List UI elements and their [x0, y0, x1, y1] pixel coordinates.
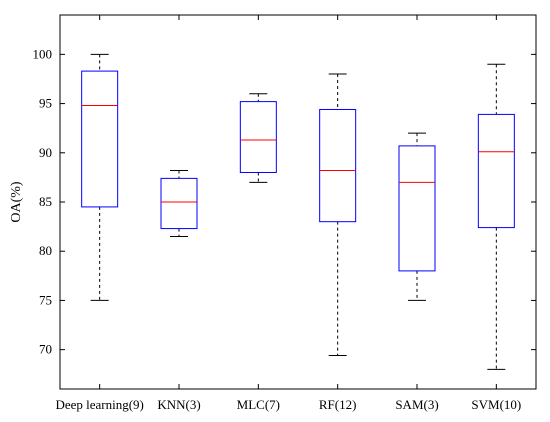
- x-tick-label: RF(12): [319, 397, 357, 412]
- x-axis: Deep learning(9) KNN(3) MLC(7) RF(12) SAM(3)…: [55, 15, 521, 412]
- x-tick-label: Deep learning(9): [55, 397, 143, 412]
- x-tick-label: SVM(10): [471, 397, 521, 412]
- box-group: [319, 73, 357, 357]
- y-axis: 70 75 80 85 90 95 100: [33, 46, 536, 357]
- x-tick-label: SAM(3): [395, 397, 438, 412]
- box-group: [160, 170, 198, 237]
- iqr-box: [319, 108, 357, 223]
- x-tick-label: MLC(7): [237, 397, 280, 412]
- y-axis-label: OA(%): [9, 181, 24, 223]
- iqr-box: [398, 145, 436, 272]
- plot-frame: [59, 14, 537, 390]
- y-tick-label: 85: [39, 194, 52, 209]
- y-tick-label: 75: [39, 292, 52, 307]
- box-group: [81, 53, 119, 301]
- boxes: [81, 53, 515, 370]
- y-tick-label: 70: [39, 342, 52, 357]
- y-tick-label: 80: [39, 243, 52, 258]
- iqr-box: [239, 101, 277, 173]
- y-tick-label: 90: [39, 145, 52, 160]
- iqr-box: [477, 113, 515, 229]
- box-group: [477, 63, 515, 370]
- iqr-box: [160, 177, 198, 230]
- x-tick-label: KNN(3): [157, 397, 200, 412]
- iqr-box: [81, 70, 119, 208]
- y-tick-label: 95: [39, 96, 52, 111]
- y-tick-label: 100: [33, 46, 53, 61]
- box-group: [398, 132, 436, 301]
- box-group: [239, 93, 277, 183]
